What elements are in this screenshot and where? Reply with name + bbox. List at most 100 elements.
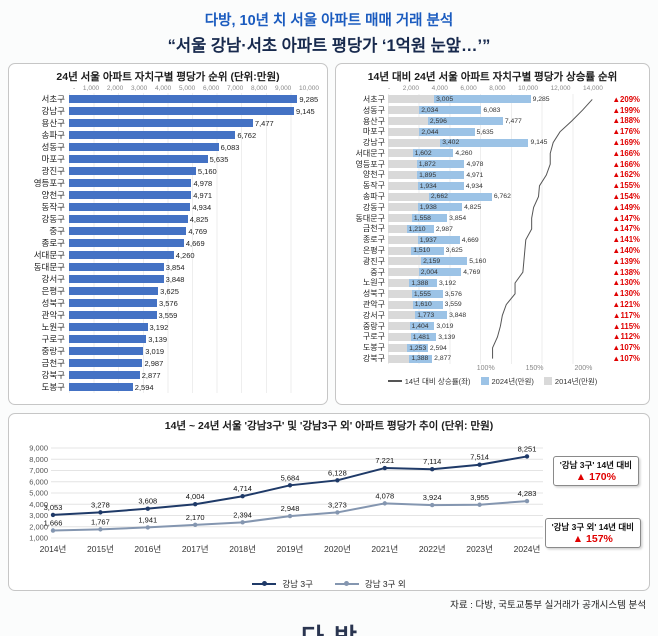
bar-track: 3,848 bbox=[69, 273, 315, 285]
bar-row: 강북구 2,877 bbox=[17, 369, 319, 381]
svg-text:4,714: 4,714 bbox=[233, 484, 252, 493]
bar-2024 bbox=[388, 203, 463, 212]
bar-2024 bbox=[388, 354, 433, 363]
bar-track: 4,825 bbox=[69, 213, 315, 225]
legend-label: 2014년(만원) bbox=[554, 376, 598, 386]
growth-rate-label: ▲107% bbox=[612, 343, 640, 353]
value-bar bbox=[69, 370, 140, 380]
value-bar bbox=[69, 118, 253, 128]
svg-text:2,000: 2,000 bbox=[29, 522, 48, 531]
district-label: 강동구 bbox=[41, 214, 65, 224]
trend-plot: 1,000 2,000 3,000 4,000 5,000 6,000 7,000 8,000… bbox=[15, 434, 643, 577]
growth-rate-label: ▲169% bbox=[612, 138, 640, 148]
pct-tick: 100% bbox=[476, 364, 495, 372]
bar-2014 bbox=[388, 181, 418, 190]
value-bar bbox=[69, 106, 294, 116]
value-label: 5,160 bbox=[197, 167, 217, 176]
bar-track: 3,019 bbox=[69, 345, 315, 357]
bar-row: 성북구 3,576 bbox=[17, 297, 319, 309]
bar-track: 3,576 bbox=[69, 297, 315, 309]
value-2024: 4,669 bbox=[461, 236, 479, 244]
value-bar bbox=[69, 202, 191, 212]
value-label: 3,848 bbox=[165, 275, 185, 284]
district-label: 동대문구 bbox=[355, 213, 385, 223]
bar-row: 강동구 4,825 bbox=[17, 213, 319, 225]
growth-row: 중구 2,004 4,769 ▲138% bbox=[342, 266, 643, 278]
top-charts-row: 24년 서울 아파트 자치구별 평당가 순위 (단위:만원) -1,000 2,0… bbox=[0, 56, 658, 405]
bar-track: 1,555 3,576 bbox=[388, 288, 603, 300]
district-label: 금천구 bbox=[362, 224, 385, 234]
bar-2024 bbox=[388, 127, 475, 136]
bar-track: 3,625 bbox=[69, 285, 315, 297]
value-2014: 1,937 bbox=[419, 236, 437, 244]
growth-rate-label: ▲199% bbox=[612, 105, 640, 115]
value-label: 2,594 bbox=[134, 383, 154, 392]
trend-chart-legend: 강남 3구 강남 3구 외 bbox=[15, 577, 643, 590]
annotation-value: ▲ 157% bbox=[572, 533, 613, 545]
bar-track: 2,877 bbox=[69, 369, 315, 381]
growth-row: 광진구 2,159 5,160 ▲139% bbox=[342, 255, 643, 267]
district-label: 도봉구 bbox=[41, 382, 65, 392]
axis-tick: 3,000 bbox=[130, 85, 148, 92]
growth-row: 양천구 1,895 4,971 ▲162% bbox=[342, 169, 643, 181]
bar-2024 bbox=[388, 235, 460, 244]
svg-text:8,000: 8,000 bbox=[29, 455, 48, 464]
bar-track: 1,253 2,594 bbox=[388, 342, 603, 354]
value-2014: 1,481 bbox=[412, 333, 430, 341]
bar-2014 bbox=[388, 289, 412, 298]
bar-row: 도봉구 2,594 bbox=[17, 381, 319, 393]
district-label: 금천구 bbox=[41, 358, 65, 368]
value-label: 9,285 bbox=[299, 95, 319, 104]
value-2014: 3,402 bbox=[442, 139, 460, 147]
axis-tick: 5,000 bbox=[178, 85, 196, 92]
svg-text:3,000: 3,000 bbox=[29, 511, 48, 520]
bar-track: 4,934 bbox=[69, 201, 315, 213]
legend-item: 2014년(만원) bbox=[543, 376, 598, 387]
growth-rate-label: ▲154% bbox=[612, 192, 640, 202]
svg-text:2014년: 2014년 bbox=[40, 544, 67, 554]
bar-row: 광진구 5,160 bbox=[17, 165, 319, 177]
value-bar bbox=[69, 322, 148, 332]
growth-row: 성동구 2,034 6,083 ▲199% bbox=[342, 104, 643, 116]
value-2024: 3,559 bbox=[444, 301, 462, 309]
line-marker bbox=[252, 581, 277, 586]
growth-row: 은평구 1,510 3,625 ▲140% bbox=[342, 245, 643, 256]
bar-2024 bbox=[388, 311, 448, 320]
value-2024: 4,934 bbox=[465, 182, 483, 190]
growth-rate-label: ▲166% bbox=[612, 148, 640, 158]
growth-row: 동작구 1,934 4,934 ▲155% bbox=[342, 180, 643, 192]
axis-tick: 6,000 bbox=[202, 85, 220, 92]
pct-tick: 150% bbox=[525, 364, 544, 372]
legend-label: 강남 3구 bbox=[282, 578, 313, 589]
bar-2024 bbox=[388, 224, 434, 233]
bar-track: 5,160 bbox=[69, 165, 315, 177]
bar-track: 6,762 bbox=[69, 129, 315, 141]
svg-text:9,000: 9,000 bbox=[29, 444, 48, 453]
value-2014: 3,005 bbox=[436, 96, 454, 104]
axis-tick: 8,000 bbox=[489, 85, 506, 92]
value-2014: 1,602 bbox=[414, 150, 432, 158]
bar-track: 2,159 5,160 bbox=[388, 255, 603, 267]
growth-rate-label: ▲115% bbox=[612, 321, 640, 331]
value-2024: 9,145 bbox=[530, 139, 548, 147]
growth-row: 용산구 2,596 7,477 ▲188% bbox=[342, 115, 643, 127]
bar-2014 bbox=[388, 160, 417, 169]
bar-row: 구로구 3,139 bbox=[17, 333, 319, 345]
bar-track: 1,388 3,192 bbox=[388, 277, 603, 289]
svg-text:4,004: 4,004 bbox=[186, 492, 205, 501]
bar-track: 2,034 6,083 bbox=[388, 104, 603, 116]
bar-2014 bbox=[388, 127, 420, 136]
value-2014: 1,388 bbox=[411, 279, 429, 287]
district-label: 성북구 bbox=[41, 298, 65, 308]
value-2014: 1,610 bbox=[414, 301, 432, 309]
svg-text:3,278: 3,278 bbox=[91, 500, 110, 509]
bar-2024 bbox=[388, 192, 492, 201]
svg-text:2,170: 2,170 bbox=[186, 513, 205, 522]
bar-row: 금천구 2,987 bbox=[17, 357, 319, 369]
value-bar bbox=[69, 358, 143, 368]
source-note: 자료 : 다방, 국토교통부 실거래가 공개시스템 분석 bbox=[450, 600, 646, 611]
value-label: 4,971 bbox=[193, 191, 213, 200]
bar-2024 bbox=[388, 116, 503, 125]
svg-text:3,924: 3,924 bbox=[423, 493, 442, 502]
page-title: 다방, 10년 치 서울 아파트 매매 거래 분석 bbox=[204, 13, 454, 29]
